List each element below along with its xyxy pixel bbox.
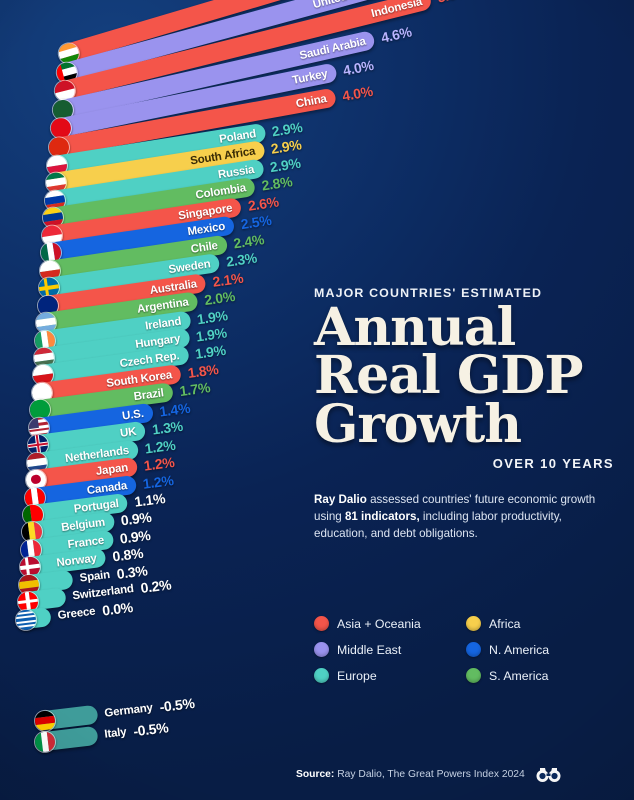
country-name: Germany <box>103 701 154 720</box>
legend-label: Europe <box>337 668 377 683</box>
description-bold-indicators: 81 indicators, <box>344 509 420 523</box>
value-label: 1.3% <box>151 417 184 438</box>
legend-color-dot <box>314 616 329 631</box>
value-label: 0.0% <box>101 598 134 618</box>
source-label: Source: <box>296 769 335 780</box>
description-paragraph: Ray Dalio assessed countries' future eco… <box>314 492 611 542</box>
value-label: 4.0% <box>340 82 374 104</box>
legend-label: Africa <box>489 616 521 631</box>
country-name: Greece <box>57 604 97 622</box>
country-name: Japan <box>94 461 129 478</box>
description-bold-name: Ray Dalio <box>314 493 367 507</box>
legend-color-dot <box>314 642 329 657</box>
value-label: 0.2% <box>139 576 172 596</box>
page-title: Annual Real GDP Growth <box>314 297 614 455</box>
country-name: Indonesia <box>370 0 424 20</box>
kicker-text: MAJOR COUNTRIES' ESTIMATED <box>314 286 543 300</box>
title-line-2: Real GDP <box>314 345 583 407</box>
legend-item[interactable]: Africa <box>466 616 616 631</box>
country-bar[interactable] <box>13 606 53 632</box>
value-label: -0.5% <box>158 694 196 715</box>
value-label: 5.5% <box>435 0 469 5</box>
source-value: Ray Dalio, The Great Powers Index 2024 <box>334 769 525 780</box>
legend-item[interactable]: Middle East <box>314 642 466 657</box>
title-subtitle: OVER 10 YEARS <box>492 456 614 472</box>
legend-label: N. America <box>489 642 550 657</box>
title-panel: MAJOR COUNTRIES' ESTIMATED Annual Real G… <box>314 286 614 542</box>
legend-label: Asia + Oceania <box>337 616 421 631</box>
flag-icon-greece <box>13 606 39 632</box>
country-name: UK <box>119 425 138 440</box>
value-label: 2.3% <box>224 249 258 270</box>
country-name: Turkey <box>291 67 329 87</box>
legend-color-dot <box>466 668 481 683</box>
value-label: 1.7% <box>178 378 212 399</box>
legend-color-dot <box>466 642 481 657</box>
legend-item[interactable]: Europe <box>314 668 466 683</box>
value-label: 2.8% <box>260 172 294 194</box>
region-legend: Asia + Oceania Africa Middle East N. Americ… <box>314 616 616 683</box>
legend-label: S. America <box>489 668 549 683</box>
description-text-2: including labor productivity, education,… <box>314 509 562 540</box>
value-label: 4.6% <box>379 22 413 46</box>
visual-capitalist-binoculars-logo <box>536 766 561 783</box>
legend-item[interactable]: Asia + Oceania <box>314 616 466 631</box>
country-name: Italy <box>103 725 128 741</box>
country-name: U.S. <box>121 407 145 422</box>
legend-label: Middle East <box>337 642 402 657</box>
flag-icon-italy <box>32 729 58 754</box>
description-text-1: assessed countries' future economic grow… <box>314 493 596 523</box>
flag-icon-germany <box>32 708 58 733</box>
title-line-1: Annual <box>314 297 516 358</box>
source-text: Source: Ray Dalio, The Great Powers Inde… <box>296 769 525 780</box>
value-label: 4.0% <box>341 56 375 79</box>
country-name: China <box>294 92 328 110</box>
source-line: Source: Ray Dalio, The Great Powers Inde… <box>296 766 561 783</box>
legend-item[interactable]: N. America <box>466 642 616 657</box>
title-line-3: Growth <box>314 393 522 455</box>
legend-color-dot <box>314 668 329 683</box>
legend-color-dot <box>466 616 481 631</box>
value-label: -0.5% <box>132 718 170 739</box>
value-label: 2.0% <box>203 287 237 308</box>
value-label: 1.9% <box>193 341 227 362</box>
legend-item[interactable]: S. America <box>466 668 616 683</box>
value-label: 2.5% <box>239 211 273 232</box>
